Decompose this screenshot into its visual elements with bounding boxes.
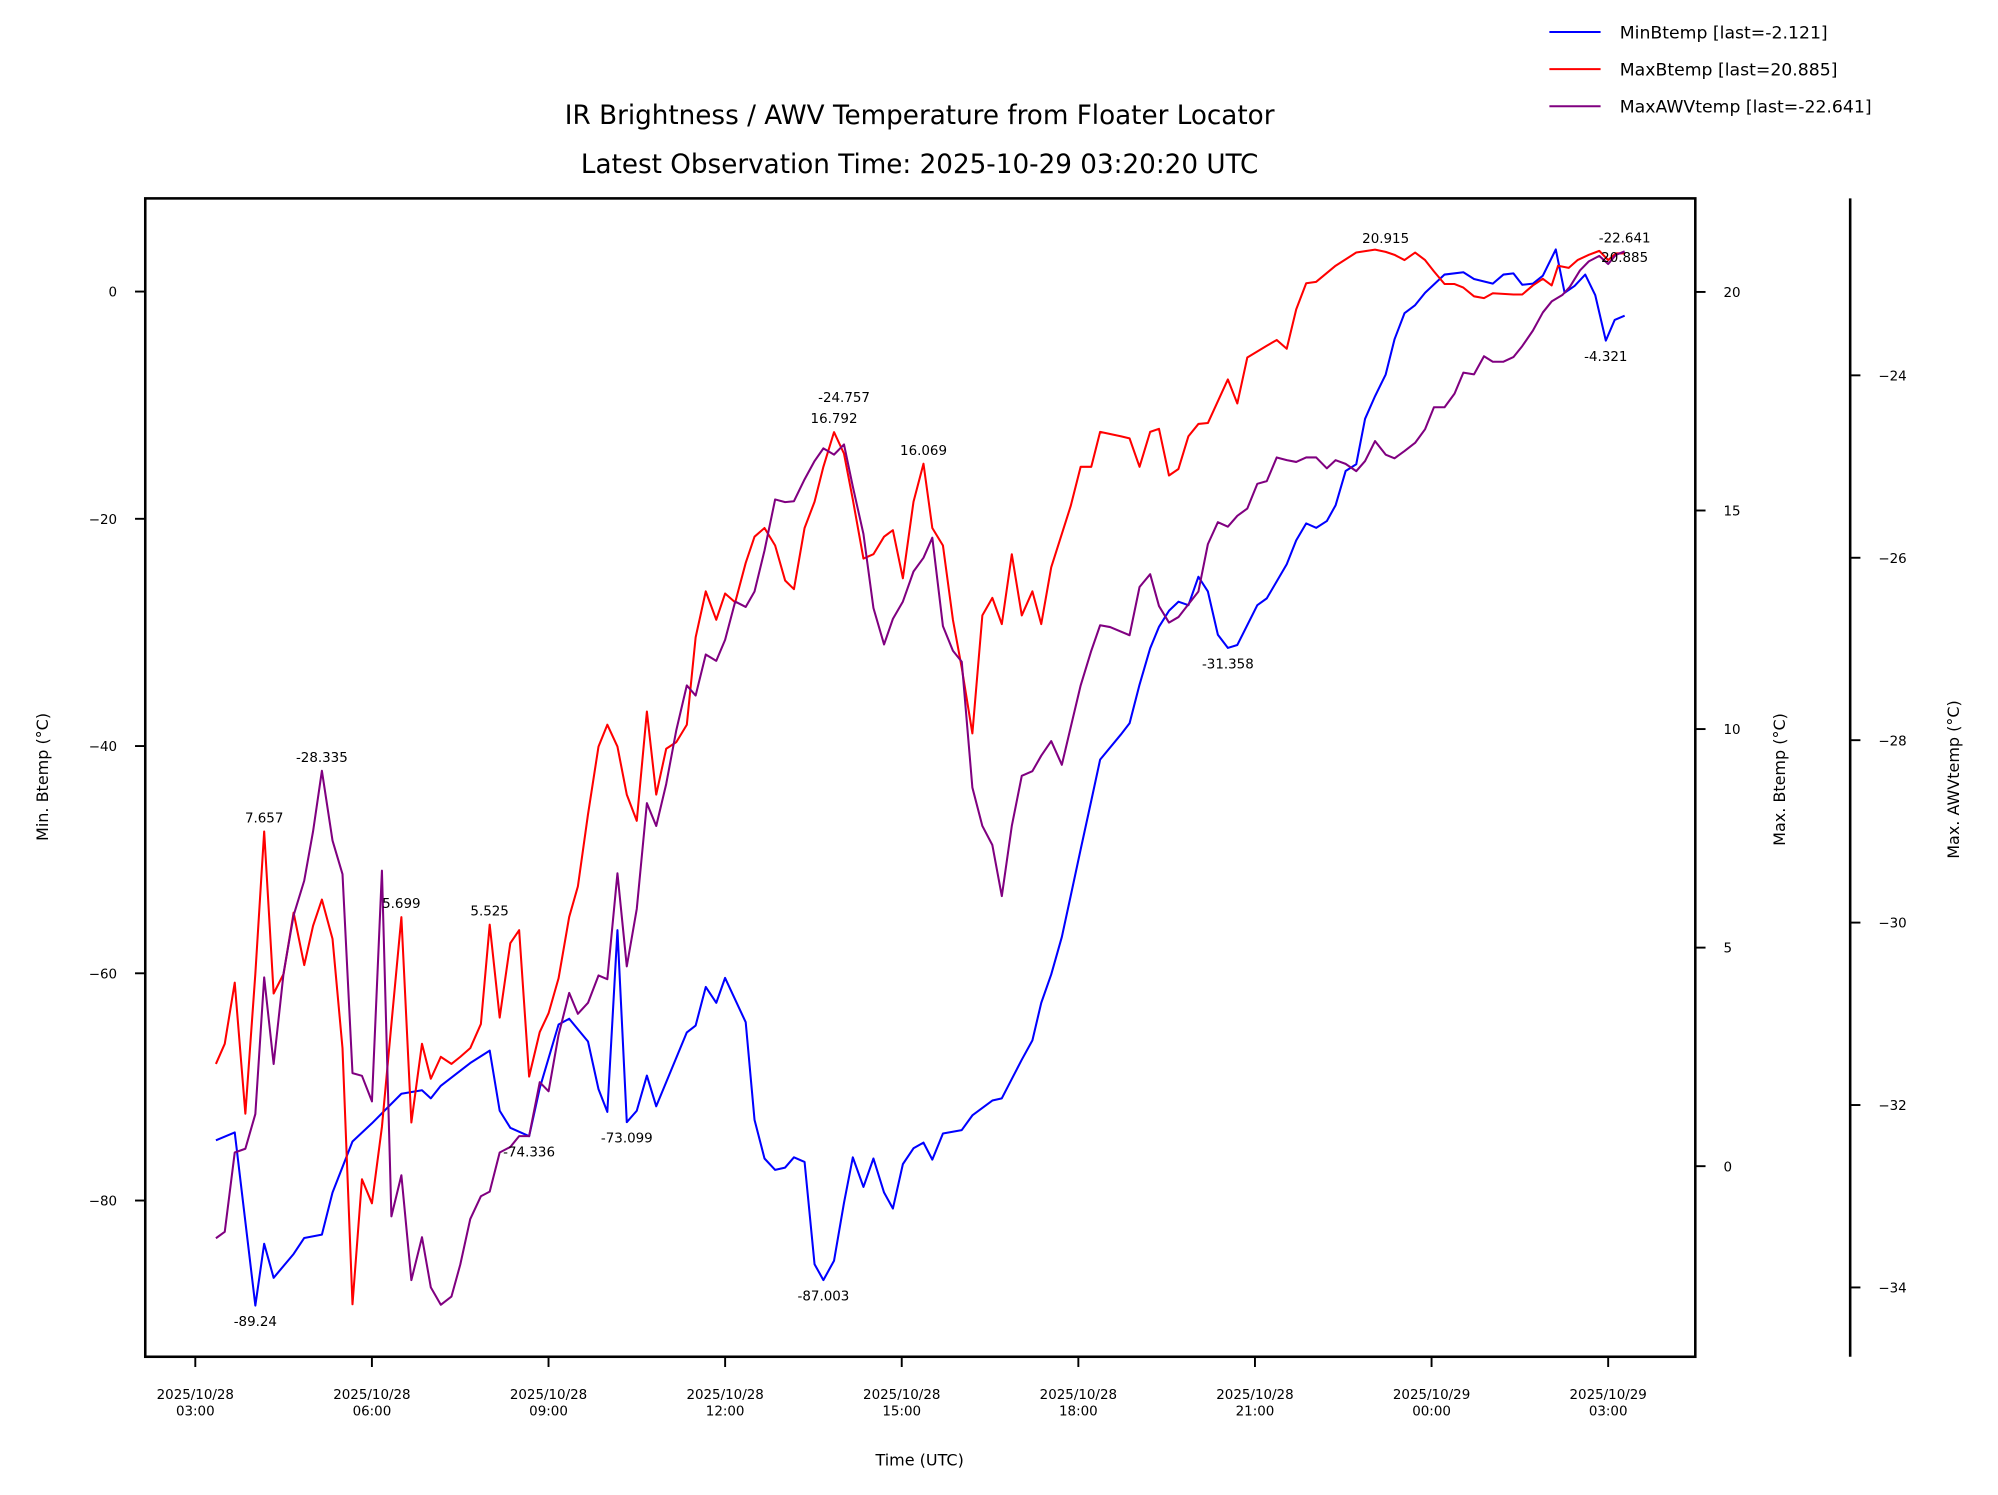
- axis-layer: 2025/10/28 03:00 2025/10/28 06:00 2025/10/28…: [89, 286, 1907, 1420]
- x-axis-label: Time (UTC): [874, 1451, 963, 1470]
- x-tick-label-date: 2025/10/28: [686, 1388, 763, 1403]
- chart-title: IR Brightness / AWV Temperature from Flo…: [565, 101, 1275, 131]
- data-label: 20.915: [1362, 232, 1409, 247]
- series-layer: [214, 248, 1626, 1307]
- data-label: 16.792: [811, 412, 858, 427]
- x-tick-label-date: 2025/10/28: [1040, 1388, 1117, 1403]
- left-y-tick-label: −40: [89, 740, 117, 755]
- x-tick-label-time: 12:00: [706, 1405, 745, 1420]
- data-label: -31.358: [1202, 657, 1254, 672]
- x-tick-label-time: 06:00: [353, 1405, 392, 1420]
- x-tick-label-time: 03:00: [1589, 1405, 1628, 1420]
- annotation-layer: -89.24 7.657 -28.335 5.699 5.525 -74.336 -73.0…: [234, 231, 1651, 1330]
- x-tick-label-date: 2025/10/28: [333, 1388, 410, 1403]
- x-tick-label-time: 09:00: [529, 1405, 568, 1420]
- data-label: -22.641: [1599, 231, 1651, 246]
- right-y-tick-label: 15: [1723, 505, 1740, 520]
- data-label: -87.003: [798, 1290, 850, 1305]
- left-y-tick-label: 0: [109, 286, 118, 301]
- x-tick-label-date: 2025/10/28: [510, 1388, 587, 1403]
- far-y-tick-label: −30: [1878, 917, 1906, 932]
- data-label: -28.335: [296, 751, 348, 766]
- data-label: 7.657: [245, 812, 283, 827]
- x-tick-label-date: 2025/10/29: [1393, 1388, 1470, 1403]
- far-y-tick-label: −32: [1878, 1099, 1906, 1114]
- series-line-minbtemp: [215, 248, 1626, 1307]
- x-tick-label-time: 21:00: [1236, 1405, 1275, 1420]
- legend-label-minbtemp: MinBtemp [last=-2.121]: [1620, 23, 1828, 43]
- right-y-tick-label: 5: [1723, 942, 1732, 957]
- data-label: 16.069: [900, 444, 947, 459]
- plot-frame: [143, 197, 1697, 1359]
- data-label: -73.099: [601, 1132, 653, 1147]
- right-y-tick-label: 10: [1723, 723, 1740, 738]
- data-label: -4.321: [1584, 350, 1627, 365]
- left-y-tick-label: −80: [89, 1195, 117, 1210]
- left-y-tick-label: −20: [89, 513, 117, 528]
- x-tick-label-time: 00:00: [1412, 1405, 1451, 1420]
- far-y-tick-label: −34: [1878, 1282, 1906, 1297]
- legend-label-maxawvtemp: MaxAWVtemp [last=-22.641]: [1620, 98, 1872, 118]
- right-axis-label: Max. Btemp (°C): [1770, 713, 1789, 846]
- left-axis-label: Min. Btemp (°C): [33, 713, 52, 841]
- x-tick-label-date: 2025/10/28: [863, 1388, 940, 1403]
- x-tick-label-date: 2025/10/29: [1569, 1388, 1646, 1403]
- legend: MinBtemp [last=-2.121] MaxBtemp [last=20.…: [1549, 23, 1872, 118]
- data-label: -24.757: [818, 391, 870, 406]
- data-label: 20.885: [1601, 251, 1648, 266]
- data-label: 5.525: [470, 905, 508, 920]
- far-y-tick-label: −24: [1878, 369, 1906, 384]
- far-y-tick-label: −28: [1878, 734, 1906, 749]
- far-axis-label: Max. AWVtemp (°C): [1944, 700, 1963, 859]
- data-label: -89.24: [234, 1315, 277, 1330]
- series-line-maxawvtemp: [215, 250, 1626, 1306]
- far-y-tick-label: −26: [1878, 552, 1906, 567]
- x-tick-label-date: 2025/10/28: [1216, 1388, 1293, 1403]
- right-y-tick-label: 20: [1723, 286, 1740, 301]
- x-tick-label-time: 18:00: [1059, 1405, 1098, 1420]
- x-tick-label-time: 03:00: [176, 1405, 215, 1420]
- right-y-tick-label: 0: [1723, 1160, 1732, 1175]
- x-tick-label-date: 2025/10/28: [157, 1388, 234, 1403]
- chart-subtitle: Latest Observation Time: 2025-10-29 03:2…: [581, 150, 1258, 180]
- left-y-tick-label: −60: [89, 967, 117, 982]
- data-label: 5.699: [382, 897, 420, 912]
- data-label: -74.336: [503, 1146, 555, 1161]
- legend-label-maxbtemp: MaxBtemp [last=20.885]: [1620, 61, 1838, 81]
- series-line-maxbtemp: [214, 248, 1625, 1306]
- x-tick-label-time: 15:00: [882, 1405, 921, 1420]
